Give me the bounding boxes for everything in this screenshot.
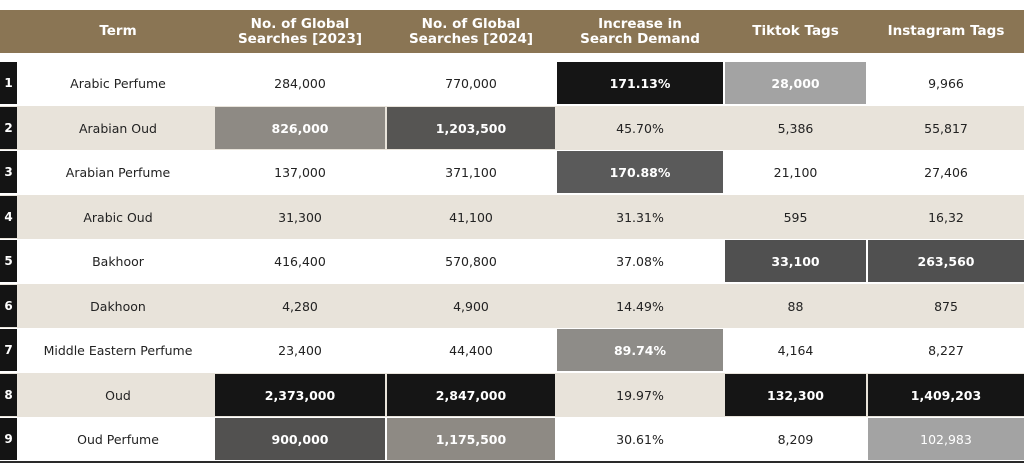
- cell-increase: 45.70%: [616, 120, 664, 136]
- cell-s2023: 416,400: [274, 253, 326, 269]
- cell-tiktok: 132,300: [725, 374, 866, 416]
- row-number: 6: [0, 285, 17, 327]
- header-searches-2024: No. of Global Searches [2024]: [408, 15, 534, 47]
- cell-term: Bakhoor: [92, 253, 144, 269]
- cell-instagram: 27,406: [924, 164, 968, 180]
- cell-instagram: 875: [934, 298, 958, 314]
- cell-term: Dakhoon: [90, 298, 146, 314]
- cell-increase: 170.88%: [557, 151, 723, 193]
- cell-instagram: 55,817: [924, 120, 968, 136]
- row-number: 1: [0, 62, 17, 104]
- cell-s2023: 31,300: [278, 209, 322, 225]
- cell-instagram: 8,227: [928, 342, 964, 358]
- cell-s2024: 1,203,500: [387, 107, 555, 149]
- row-number: 8: [0, 374, 17, 416]
- cell-s2024: 4,900: [453, 298, 489, 314]
- cell-instagram: 263,560: [868, 240, 1024, 282]
- header-tiktok-tags: Tiktok Tags: [752, 23, 839, 39]
- cell-term: Oud: [105, 387, 131, 403]
- cell-increase: 171.13%: [557, 62, 723, 104]
- table-row: 3 Arabian Perfume 137,000 371,100 170.88% 21,…: [0, 150, 1024, 194]
- cell-increase: 31.31%: [616, 209, 664, 225]
- cell-increase: 37.08%: [616, 253, 664, 269]
- cell-tiktok: 5,386: [777, 120, 814, 136]
- cell-term: Middle Eastern Perfume: [43, 342, 193, 358]
- table-row: 1 Arabic Perfume 284,000 770,000 171.13% 28,0…: [0, 61, 1024, 105]
- table-row: 5 Bakhoor 416,400 570,800 37.08% 33,100 263,56…: [0, 239, 1024, 283]
- cell-s2024: 1,175,500: [387, 418, 555, 460]
- cell-s2024: 44,400: [449, 342, 493, 358]
- cell-s2024: 371,100: [445, 164, 497, 180]
- cell-term: Arabic Perfume: [70, 75, 166, 91]
- cell-term: Oud Perfume: [77, 431, 159, 447]
- table-row: 4 Arabic Oud 31,300 41,100 31.31% 595 16,32: [0, 195, 1024, 239]
- table-header: Term No. of Global Searches [2023] No. of …: [0, 10, 1024, 53]
- table-row: 6 Dakhoon 4,280 4,900 14.49% 88 875: [0, 284, 1024, 328]
- cell-tiktok: 4,164: [777, 342, 814, 358]
- cell-instagram: 9,966: [928, 75, 964, 91]
- header-searches-2023: No. of Global Searches [2023]: [237, 15, 363, 47]
- row-number: 9: [0, 418, 17, 460]
- header-term: Term: [99, 23, 137, 39]
- cell-s2024: 2,847,000: [387, 374, 555, 416]
- cell-s2023: 137,000: [274, 164, 326, 180]
- header-instagram-tags: Instagram Tags: [887, 23, 1005, 39]
- cell-instagram: 102,983: [868, 418, 1024, 460]
- cell-tiktok: 595: [783, 209, 808, 225]
- cell-s2024: 570,800: [445, 253, 497, 269]
- cell-increase: 30.61%: [616, 431, 664, 447]
- row-number: 7: [0, 329, 17, 371]
- cell-s2023: 2,373,000: [215, 374, 385, 416]
- cell-s2023: 4,280: [282, 298, 318, 314]
- cell-s2024: 770,000: [445, 75, 497, 91]
- table-row: 7 Middle Eastern Perfume 23,400 44,400 89.74…: [0, 328, 1024, 372]
- cell-tiktok: 88: [787, 298, 804, 314]
- table-bottom-border: [0, 461, 1024, 463]
- cell-tiktok: 21,100: [773, 164, 818, 180]
- cell-tiktok: 28,000: [725, 62, 866, 104]
- cell-instagram: 1,409,203: [868, 374, 1024, 416]
- cell-s2023: 284,000: [274, 75, 326, 91]
- cell-increase: 14.49%: [616, 298, 664, 314]
- cell-tiktok: 8,209: [777, 431, 814, 447]
- cell-s2023: 826,000: [215, 107, 385, 149]
- row-number: 3: [0, 151, 17, 193]
- header-increase: Increase in Search Demand: [580, 15, 700, 47]
- table-row: 9 Oud Perfume 900,000 1,175,500 30.61% 8,209 1…: [0, 417, 1024, 461]
- cell-s2023: 23,400: [278, 342, 322, 358]
- cell-s2024: 41,100: [449, 209, 493, 225]
- cell-term: Arabic Oud: [83, 209, 153, 225]
- cell-increase: 19.97%: [616, 387, 664, 403]
- row-number: 4: [0, 196, 17, 238]
- cell-instagram: 16,32: [928, 209, 964, 225]
- cell-term: Arabian Perfume: [65, 164, 171, 180]
- table-row: 8 Oud 2,373,000 2,847,000 19.97% 132,300 1,409…: [0, 373, 1024, 417]
- row-number: 5: [0, 240, 17, 282]
- cell-s2023: 900,000: [215, 418, 385, 460]
- cell-term: Arabian Oud: [78, 120, 157, 136]
- cell-tiktok: 33,100: [725, 240, 866, 282]
- row-number: 2: [0, 107, 17, 149]
- cell-increase: 89.74%: [557, 329, 723, 371]
- table-row: 2 Arabian Oud 826,000 1,203,500 45.70% 5,386 5…: [0, 106, 1024, 150]
